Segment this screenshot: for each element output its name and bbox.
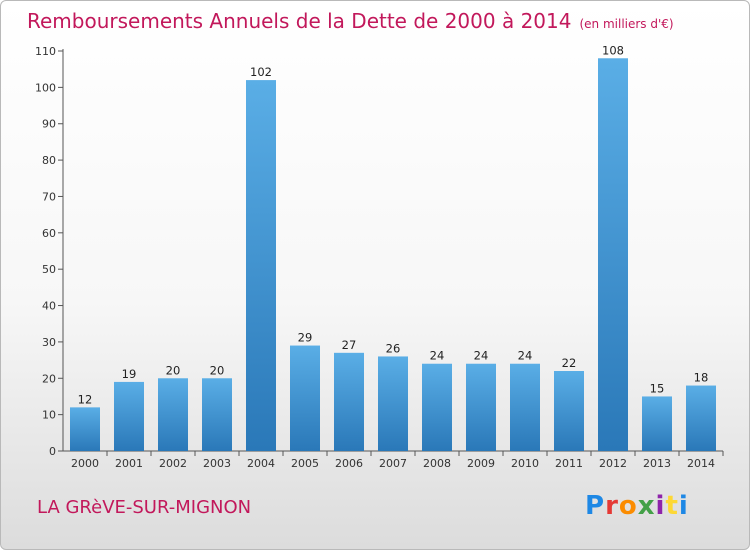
y-tick-label-80: 80 [42,154,56,167]
value-label-2013: 15 [650,381,665,395]
value-label-2012: 108 [602,43,624,57]
y-tick-label-90: 90 [42,118,56,131]
x-tick-label-2007: 2007 [379,457,407,470]
commune-name: LA GRèVE-SUR-MIGNON [37,497,252,518]
value-label-2004: 102 [250,65,272,79]
value-label-2011: 22 [562,356,577,370]
y-tick-label-70: 70 [42,190,56,203]
proxiti-logo: Proxiti [585,491,689,521]
bar-2008 [422,363,452,451]
logo-letter: x [637,491,656,521]
value-label-2001: 19 [122,367,137,381]
value-label-2010: 24 [518,349,533,363]
x-tick-label-2002: 2002 [159,457,187,470]
bar-2011 [554,371,584,451]
bar-2006 [334,352,364,451]
y-tick-label-100: 100 [35,81,56,94]
logo-letter: t [665,491,679,521]
value-label-2000: 12 [78,392,93,406]
y-tick-label-40: 40 [42,300,56,313]
x-tick-label-2008: 2008 [423,457,451,470]
x-tick-label-2010: 2010 [511,457,539,470]
value-label-2006: 27 [342,338,357,352]
bar-2003 [202,378,232,451]
bar-2009 [466,363,496,451]
chart-title-text: Remboursements Annuels de la Dette de 20… [27,9,572,33]
bar-2005 [290,345,320,451]
x-tick-label-2001: 2001 [115,457,143,470]
chart-title: Remboursements Annuels de la Dette de 20… [27,9,674,33]
y-tick-label-0: 0 [49,445,56,458]
x-tick-label-2005: 2005 [291,457,319,470]
x-tick-label-2003: 2003 [203,457,231,470]
y-tick-label-60: 60 [42,227,56,240]
y-tick-label-110: 110 [35,45,56,58]
logo-letter: i [678,491,689,521]
value-label-2009: 24 [474,349,489,363]
bar-2014 [686,385,716,451]
x-tick-label-2006: 2006 [335,457,363,470]
bar-2001 [114,381,144,451]
value-label-2014: 18 [694,371,709,385]
x-tick-label-2000: 2000 [71,457,99,470]
x-tick-label-2013: 2013 [643,457,671,470]
x-tick-label-2004: 2004 [247,457,275,470]
x-tick-label-2012: 2012 [599,457,627,470]
value-label-2008: 24 [430,349,445,363]
bar-2010 [510,363,540,451]
bar-2002 [158,378,188,451]
y-tick-label-50: 50 [42,263,56,276]
x-tick-label-2009: 2009 [467,457,495,470]
bar-2000 [70,407,100,451]
logo-letter: o [618,491,638,521]
bar-2004 [246,80,276,451]
bar-2013 [642,396,672,451]
logo-letter: i [655,491,666,521]
x-tick-label-2014: 2014 [687,457,715,470]
y-tick-label-10: 10 [42,409,56,422]
x-tick-label-2011: 2011 [555,457,583,470]
logo-letter: P [585,491,606,521]
bar-2007 [378,356,408,451]
value-label-2002: 20 [166,363,181,377]
bar-2012 [598,58,628,451]
value-label-2007: 26 [386,341,401,355]
logo-letter: r [605,491,619,521]
y-tick-label-30: 30 [42,336,56,349]
value-label-2003: 20 [210,363,225,377]
value-label-2005: 29 [298,331,313,345]
chart-unit: (en milliers d'€) [579,17,674,31]
y-tick-label-20: 20 [42,372,56,385]
